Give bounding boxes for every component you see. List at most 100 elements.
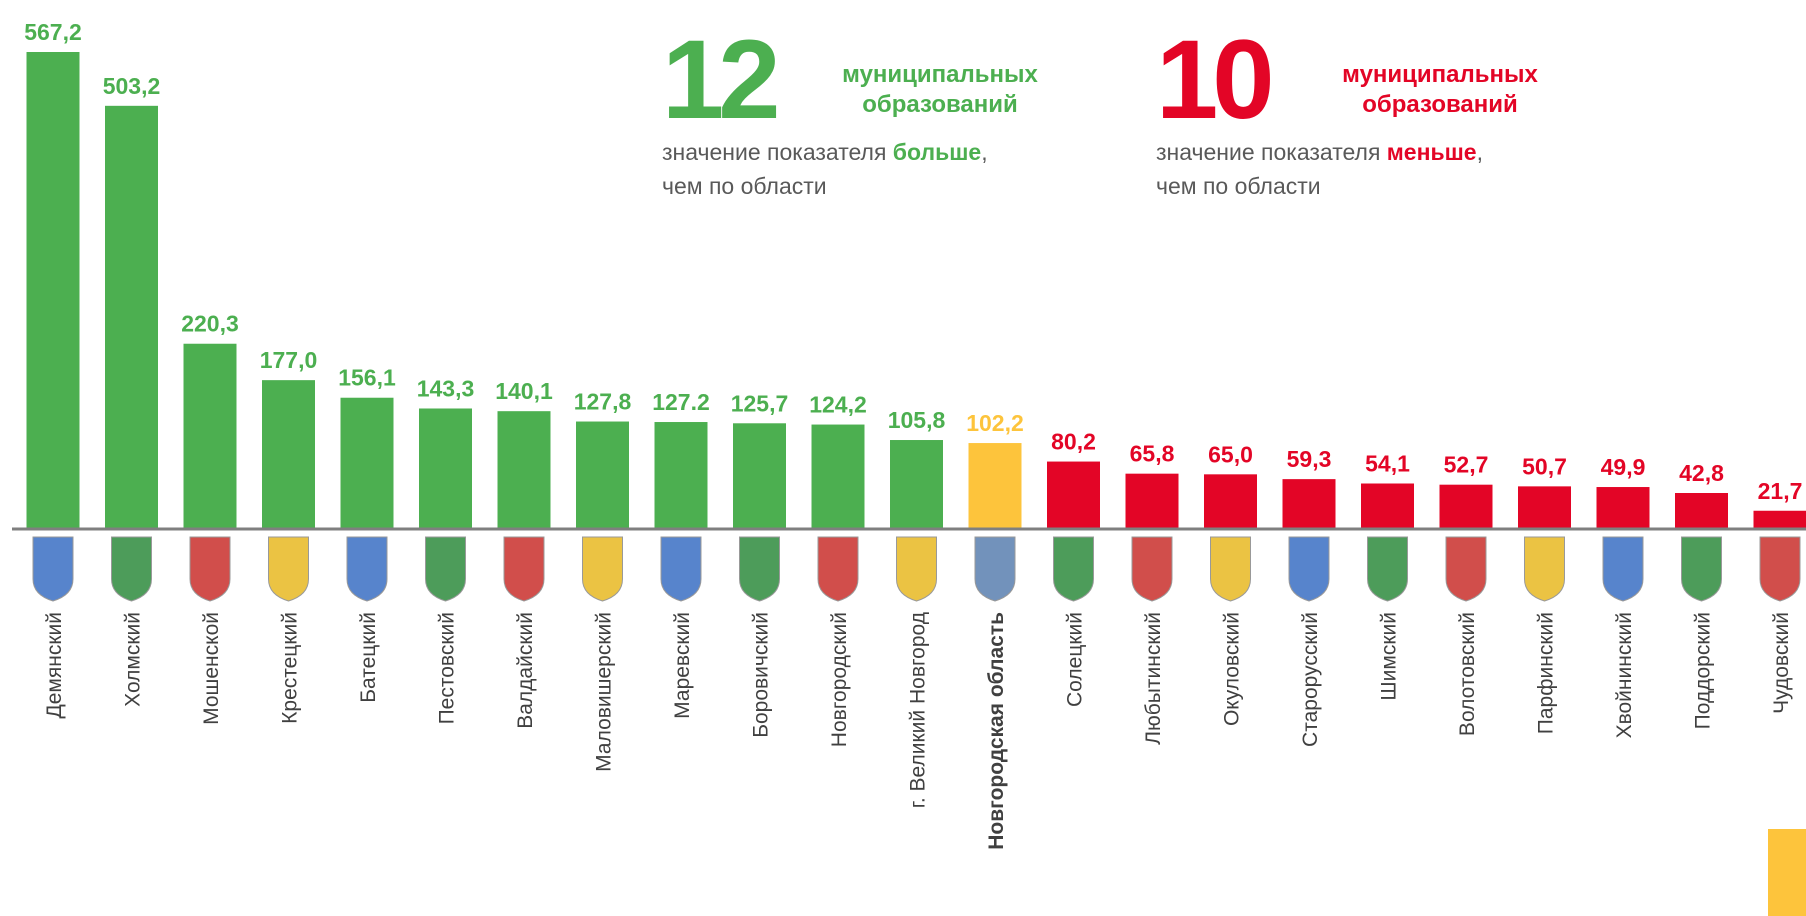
emblem bbox=[111, 536, 152, 602]
value-label: 102,2 bbox=[966, 410, 1024, 436]
value-label: 50,7 bbox=[1522, 453, 1567, 479]
bar bbox=[1361, 483, 1414, 529]
annotation-label: муниципальных bbox=[1342, 61, 1538, 88]
annotation-label: образований bbox=[862, 91, 1018, 118]
x-tick-label: Поддорский bbox=[1692, 612, 1715, 729]
bar bbox=[1047, 461, 1100, 529]
value-label: 65,0 bbox=[1208, 441, 1253, 467]
emblem bbox=[896, 536, 937, 602]
value-label: 21,7 bbox=[1758, 478, 1803, 504]
annotation-emphasis: больше bbox=[893, 139, 981, 165]
value-label: 49,9 bbox=[1601, 454, 1646, 480]
bar bbox=[1439, 484, 1493, 529]
x-tick-label: Парфинский bbox=[1535, 612, 1558, 734]
x-tick-label: Холмский bbox=[122, 612, 145, 707]
value-label: 52,7 bbox=[1444, 452, 1489, 478]
emblem bbox=[1210, 536, 1251, 602]
annotation-text: чем по области bbox=[662, 173, 827, 199]
x-tick-label: Новгородский bbox=[828, 612, 851, 747]
value-label: 54,1 bbox=[1365, 451, 1410, 477]
emblem bbox=[346, 536, 388, 602]
annotation-text-part: значение показателя bbox=[1156, 139, 1387, 165]
emblem bbox=[1681, 536, 1722, 602]
bar bbox=[340, 397, 394, 529]
x-tick-label: Любытинский bbox=[1142, 612, 1165, 745]
value-label: 105,8 bbox=[888, 407, 946, 433]
x-tick-label: Солецкий bbox=[1064, 612, 1087, 707]
emblem bbox=[660, 536, 702, 602]
value-label: 65,8 bbox=[1130, 441, 1175, 467]
x-tick-label: Окуловский bbox=[1221, 612, 1244, 726]
bar bbox=[811, 424, 865, 529]
bar bbox=[890, 440, 943, 529]
value-label: 143,3 bbox=[417, 375, 475, 401]
bar bbox=[968, 443, 1022, 529]
big-number: 10 bbox=[1156, 17, 1270, 142]
emblem bbox=[268, 536, 309, 602]
emblem bbox=[32, 536, 74, 602]
x-tick-label: Старорусский bbox=[1299, 612, 1322, 747]
annotation-label: муниципальных bbox=[842, 61, 1038, 88]
annotation-text-part: значение показателя bbox=[662, 139, 893, 165]
x-tick-label: Маревский bbox=[671, 612, 694, 719]
bar bbox=[733, 423, 786, 529]
annotation-text: значение показателя больше, bbox=[662, 139, 988, 165]
x-tick-label: Волотовский bbox=[1456, 612, 1479, 736]
x-tick-label: Маловишерский bbox=[593, 612, 616, 772]
bar bbox=[1125, 473, 1179, 529]
x-tick-label: Мошенской bbox=[200, 612, 223, 725]
annotation-text: чем по области bbox=[1156, 173, 1321, 199]
x-tick-label: г. Великий Новгород bbox=[907, 612, 930, 808]
emblem bbox=[503, 536, 545, 602]
bar bbox=[497, 411, 551, 529]
x-tick-label: Пестовский bbox=[436, 612, 459, 724]
bar bbox=[262, 380, 315, 529]
x-tick-label: Демянский bbox=[43, 612, 66, 718]
bar bbox=[1596, 487, 1650, 529]
emblem bbox=[1288, 536, 1330, 602]
value-label: 124,2 bbox=[809, 392, 867, 418]
x-tick-label: Шимский bbox=[1378, 612, 1401, 701]
emblem bbox=[189, 536, 231, 602]
annotation-text-part: , bbox=[1477, 139, 1483, 165]
x-tick-label: Валдайский bbox=[514, 612, 537, 729]
value-label: 140,1 bbox=[495, 378, 553, 404]
emblem bbox=[1759, 536, 1801, 602]
annotation-label: образований bbox=[1362, 91, 1518, 118]
bar bbox=[183, 343, 237, 529]
annotation-text: значение показателя меньше, bbox=[1156, 139, 1483, 165]
bar bbox=[1753, 510, 1806, 529]
x-tick-label: Чудовский bbox=[1770, 612, 1793, 714]
emblem bbox=[1367, 536, 1408, 602]
big-number: 12 bbox=[662, 17, 776, 142]
emblem bbox=[1053, 536, 1094, 602]
bar bbox=[26, 52, 80, 529]
x-tick-label: Новгородская область bbox=[985, 612, 1008, 850]
value-label: 503,2 bbox=[103, 73, 161, 99]
emblem bbox=[817, 536, 859, 602]
bar bbox=[105, 105, 158, 529]
emblem bbox=[582, 536, 623, 602]
value-label: 59,3 bbox=[1287, 446, 1332, 472]
x-tick-label: Хвойнинский bbox=[1613, 612, 1636, 738]
bar bbox=[1204, 474, 1257, 529]
value-label: 127.2 bbox=[652, 389, 710, 415]
x-tick-label: Крестецкий bbox=[279, 612, 302, 724]
emblem bbox=[1445, 536, 1487, 602]
value-label: 127,8 bbox=[574, 389, 632, 415]
value-label: 220,3 bbox=[181, 311, 239, 337]
bar bbox=[1675, 493, 1728, 529]
value-label: 177,0 bbox=[260, 347, 318, 373]
value-label: 567,2 bbox=[24, 19, 82, 45]
annotation-emphasis: меньше bbox=[1387, 139, 1477, 165]
x-tick-label: Боровичский bbox=[750, 612, 773, 738]
corner-tab bbox=[1768, 829, 1806, 916]
emblem bbox=[974, 536, 1016, 602]
emblem bbox=[1524, 536, 1565, 602]
emblem bbox=[425, 536, 466, 602]
value-label: 125,7 bbox=[731, 390, 789, 416]
value-label: 80,2 bbox=[1051, 429, 1096, 455]
bar bbox=[576, 421, 629, 529]
value-label: 156,1 bbox=[338, 365, 396, 391]
